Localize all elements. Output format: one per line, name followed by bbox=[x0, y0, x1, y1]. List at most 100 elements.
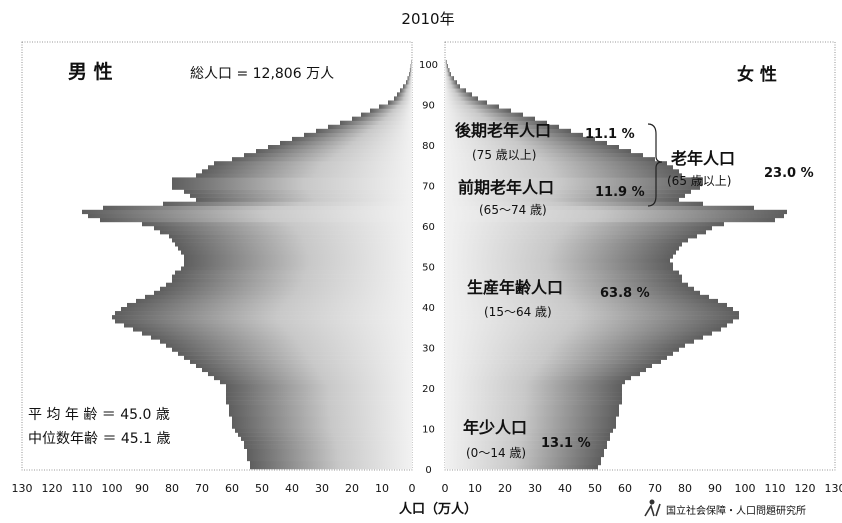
male-bar bbox=[184, 262, 412, 267]
female-bar bbox=[445, 347, 679, 352]
male-bar bbox=[226, 383, 412, 389]
early-elderly-range: (65～74 歳) bbox=[479, 203, 547, 217]
female-bar bbox=[445, 153, 643, 158]
female-bar bbox=[445, 270, 679, 275]
x-tick-label-left: 60 bbox=[225, 482, 239, 495]
male-bar bbox=[361, 112, 412, 117]
female-bar bbox=[445, 379, 625, 385]
male-bar bbox=[82, 209, 412, 215]
female-bar bbox=[445, 161, 667, 166]
female-bar bbox=[445, 72, 451, 77]
male-bar bbox=[160, 286, 412, 292]
early-elderly-label: 前期老年人口 bbox=[458, 178, 554, 197]
male-bar bbox=[208, 371, 412, 377]
x-tick-label-left: 40 bbox=[285, 482, 299, 495]
x-tick-label-left: 70 bbox=[195, 482, 209, 495]
x-tick-label-right: 90 bbox=[708, 482, 722, 495]
male-label: 男 性 bbox=[68, 60, 113, 83]
x-tick-label-right: 10 bbox=[468, 482, 482, 495]
female-bar bbox=[445, 274, 682, 279]
x-tick-label-right: 70 bbox=[648, 482, 662, 495]
x-tick-label-right: 120 bbox=[795, 482, 816, 495]
female-bar bbox=[445, 213, 784, 219]
male-bar bbox=[226, 396, 412, 401]
male-bar bbox=[175, 270, 412, 275]
female-bar bbox=[445, 116, 535, 121]
female-bar bbox=[445, 375, 631, 381]
female-bar bbox=[445, 169, 679, 174]
female-bar bbox=[445, 436, 610, 441]
male-bar bbox=[190, 359, 412, 364]
x-tick-label-right: 30 bbox=[528, 482, 542, 495]
female-bar bbox=[445, 359, 661, 364]
female-bar bbox=[445, 294, 709, 300]
male-bar bbox=[229, 408, 412, 413]
male-bar bbox=[268, 145, 412, 150]
female-bar bbox=[445, 278, 682, 283]
female-bar bbox=[445, 311, 739, 316]
male-bar bbox=[403, 84, 412, 89]
male-bar bbox=[232, 424, 412, 429]
female-bar bbox=[445, 230, 706, 235]
x-tick-label-left: 130 bbox=[12, 482, 33, 495]
female-bar bbox=[445, 238, 688, 243]
left-plot-frame bbox=[21, 41, 413, 471]
female-bar bbox=[445, 408, 619, 413]
female-bar bbox=[445, 258, 670, 263]
male-bar bbox=[178, 351, 412, 356]
x-tick-label-right: 80 bbox=[678, 482, 692, 495]
male-bar bbox=[238, 432, 412, 437]
male-bar bbox=[190, 193, 412, 198]
x-tick-label-left: 110 bbox=[72, 482, 93, 495]
female-bar bbox=[445, 416, 616, 421]
male-bar bbox=[292, 136, 412, 142]
female-bar bbox=[445, 307, 733, 312]
female-bar bbox=[445, 197, 679, 202]
male-bar bbox=[397, 92, 412, 97]
female-bar bbox=[445, 84, 460, 89]
female-bar bbox=[445, 250, 676, 255]
male-bar bbox=[250, 460, 412, 466]
female-bar bbox=[445, 298, 718, 304]
male-bar bbox=[100, 217, 412, 223]
female-bar bbox=[445, 302, 727, 308]
female-bar bbox=[445, 92, 472, 97]
female-bar bbox=[445, 88, 466, 93]
male-bar bbox=[214, 161, 412, 166]
female-bar bbox=[445, 351, 673, 356]
male-bar bbox=[196, 197, 412, 202]
female-bar bbox=[445, 464, 598, 470]
male-bar bbox=[163, 201, 412, 206]
source-label: 国立社会保障・人口問題研究所 bbox=[666, 504, 806, 517]
male-bar bbox=[256, 149, 412, 154]
female-bar bbox=[445, 323, 727, 328]
female-bar bbox=[445, 315, 739, 320]
female-bar bbox=[445, 136, 595, 142]
male-bar bbox=[409, 68, 412, 73]
y-tick-label: 20 bbox=[422, 384, 435, 395]
male-bar bbox=[112, 315, 412, 320]
male-bar bbox=[154, 226, 412, 231]
male-bar bbox=[115, 311, 412, 316]
x-tick-label-right: 50 bbox=[588, 482, 602, 495]
female-bar bbox=[445, 424, 616, 429]
young-range: (0～14 歳) bbox=[466, 446, 526, 460]
x-axis-ticks: 130 120 110 100 90 80 70 60 50 40 30 20 10 0 0 10 20 30 40… bbox=[12, 482, 842, 495]
female-bar bbox=[445, 181, 703, 186]
x-tick-label-left: 50 bbox=[255, 482, 269, 495]
male-bar bbox=[172, 274, 412, 279]
female-bar bbox=[445, 234, 697, 239]
male-bar bbox=[232, 420, 412, 425]
male-bar bbox=[124, 323, 412, 328]
male-bar bbox=[411, 59, 412, 65]
male-bar bbox=[115, 319, 412, 324]
female-bar bbox=[445, 76, 454, 81]
male-bar bbox=[202, 169, 412, 174]
female-bar bbox=[445, 104, 499, 109]
male-bar bbox=[142, 331, 412, 336]
x-tick-label-right: 0 bbox=[442, 482, 449, 495]
late-elderly-label: 後期老年人口 bbox=[455, 121, 551, 140]
female-bar bbox=[445, 185, 700, 190]
x-tick-label-left: 90 bbox=[135, 482, 149, 495]
